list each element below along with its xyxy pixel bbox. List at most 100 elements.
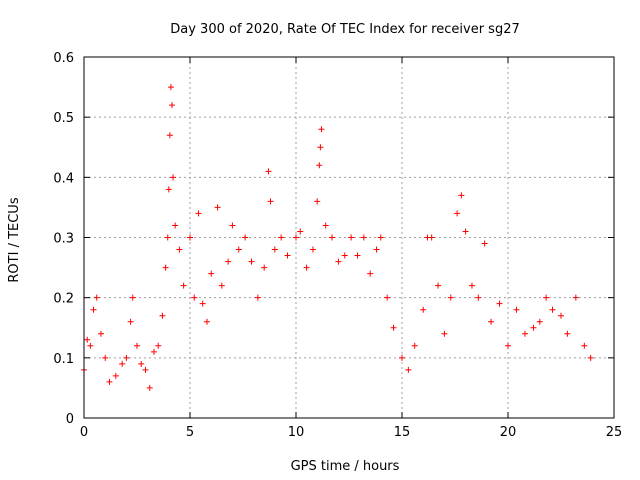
x-tick-label: 0 xyxy=(80,425,88,440)
data-point xyxy=(530,324,537,331)
data-point xyxy=(170,174,177,181)
data-point xyxy=(309,246,316,253)
data-point xyxy=(447,294,454,301)
data-point xyxy=(384,294,391,301)
x-tick-label: 20 xyxy=(500,425,517,440)
data-point xyxy=(102,354,109,361)
data-point xyxy=(496,300,503,307)
data-point xyxy=(129,294,136,301)
data-point xyxy=(155,342,162,349)
data-point xyxy=(428,234,435,241)
data-point xyxy=(191,294,198,301)
data-point xyxy=(97,330,104,337)
data-point xyxy=(284,252,291,259)
data-point xyxy=(581,342,588,349)
data-point xyxy=(106,378,113,385)
data-point xyxy=(543,294,550,301)
data-point xyxy=(229,222,236,229)
data-point xyxy=(218,282,225,289)
data-point xyxy=(214,204,221,211)
data-point xyxy=(587,354,594,361)
data-point xyxy=(558,312,564,319)
data-point xyxy=(87,342,94,349)
data-point xyxy=(254,294,261,301)
data-point xyxy=(112,372,119,379)
data-point xyxy=(162,264,169,271)
data-point xyxy=(335,258,342,265)
data-point xyxy=(390,324,397,331)
data-point xyxy=(316,162,323,169)
data-point xyxy=(420,306,427,313)
data-point xyxy=(199,300,206,307)
data-point xyxy=(172,222,179,229)
data-point xyxy=(248,258,255,265)
data-point xyxy=(123,354,130,361)
data-point xyxy=(505,342,511,349)
data-point xyxy=(405,366,412,373)
data-point xyxy=(138,360,145,367)
data-point xyxy=(297,228,304,235)
y-tick-label: 0.4 xyxy=(53,171,74,186)
x-axis-label: GPS time / hours xyxy=(291,459,400,474)
data-point xyxy=(225,258,232,265)
data-point xyxy=(235,246,242,253)
y-tick-label: 0.6 xyxy=(53,51,74,66)
data-point xyxy=(481,240,488,247)
data-point xyxy=(399,354,405,361)
data-point xyxy=(134,342,140,349)
data-point xyxy=(261,264,268,271)
data-point xyxy=(521,330,528,337)
data-point xyxy=(166,132,173,139)
data-point xyxy=(367,270,374,277)
data-point xyxy=(195,210,202,217)
data-point xyxy=(265,168,272,175)
data-point xyxy=(572,294,579,301)
data-point xyxy=(513,306,520,313)
y-tick-label: 0.1 xyxy=(53,352,74,367)
data-point xyxy=(468,282,475,289)
data-point xyxy=(165,186,172,193)
data-point xyxy=(203,318,210,325)
data-point xyxy=(168,102,175,109)
data-point xyxy=(90,306,97,313)
data-point xyxy=(159,312,166,319)
data-point xyxy=(127,318,134,325)
x-tick-label: 15 xyxy=(394,425,411,440)
data-point xyxy=(314,198,321,205)
y-tick-label: 0 xyxy=(66,412,74,427)
data-point xyxy=(278,234,285,241)
data-point xyxy=(458,192,465,199)
data-point xyxy=(341,252,348,259)
data-point xyxy=(435,282,442,289)
data-point xyxy=(293,234,299,241)
data-point xyxy=(536,318,543,325)
data-point xyxy=(549,306,556,313)
data-point xyxy=(360,234,367,241)
data-point xyxy=(208,270,215,277)
x-tick-label: 25 xyxy=(606,425,623,440)
data-point xyxy=(267,198,274,205)
data-point xyxy=(411,342,418,349)
x-tick-label: 10 xyxy=(288,425,305,440)
data-point xyxy=(488,318,495,325)
data-point xyxy=(354,252,361,259)
chart-title: Day 300 of 2020, Rate Of TEC Index for r… xyxy=(170,22,519,37)
data-point xyxy=(167,84,174,91)
data-point xyxy=(475,294,482,301)
data-point xyxy=(373,246,380,253)
data-point xyxy=(454,210,461,217)
y-tick-label: 0.2 xyxy=(53,292,74,307)
y-tick-label: 0.5 xyxy=(53,111,74,126)
data-point xyxy=(318,126,325,133)
data-point xyxy=(164,234,171,241)
data-point xyxy=(462,228,469,235)
data-point xyxy=(146,384,153,391)
x-tick-label: 5 xyxy=(186,425,194,440)
data-point xyxy=(271,246,278,253)
data-point xyxy=(187,234,193,241)
data-point xyxy=(303,264,310,271)
data-point xyxy=(142,366,149,373)
data-point xyxy=(242,234,249,241)
data-point xyxy=(329,234,336,241)
